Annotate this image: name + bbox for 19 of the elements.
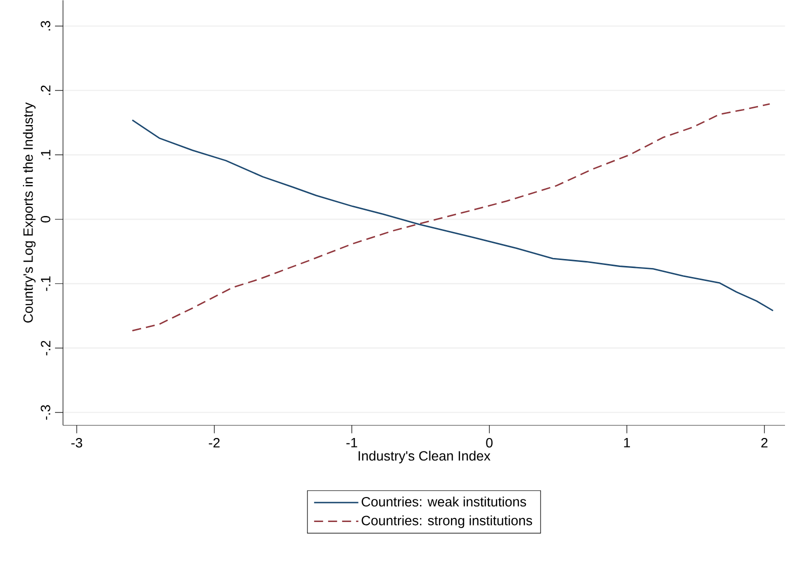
x-tick-label: 1 bbox=[624, 438, 630, 448]
x-tick-label: -3 bbox=[71, 438, 82, 448]
legend-label: Countries: strong institutions bbox=[362, 515, 532, 528]
x-tick-label: -2 bbox=[208, 438, 220, 448]
y-tick-label: -.3 bbox=[40, 404, 50, 420]
line-series bbox=[132, 103, 770, 332]
line-series bbox=[132, 119, 774, 312]
y-tick-label: -.1 bbox=[41, 276, 50, 291]
legend-label: Countries: weak institutions bbox=[362, 496, 526, 506]
x-axis-title: Industry's Clean Index bbox=[358, 450, 490, 464]
x-tick-label: -1 bbox=[346, 438, 358, 448]
y-tick-label: -.2 bbox=[40, 340, 50, 356]
x-tick-label: 0 bbox=[486, 438, 493, 448]
x-tick-label: 2 bbox=[761, 438, 768, 448]
y-tick-label: .3 bbox=[40, 20, 50, 30]
y-tick-label: 0 bbox=[40, 216, 50, 222]
y-axis-title: Country's Log Exports in the Industry bbox=[22, 102, 36, 322]
y-tick-label: .1 bbox=[41, 150, 50, 160]
y-tick-label: .2 bbox=[40, 85, 50, 95]
